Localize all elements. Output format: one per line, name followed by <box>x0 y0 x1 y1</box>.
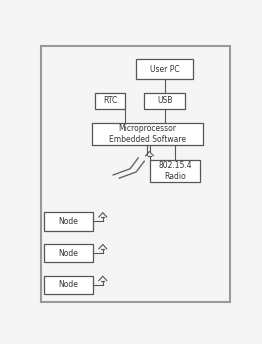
Text: RTC: RTC <box>103 96 117 105</box>
Bar <box>136 59 193 79</box>
Text: Node: Node <box>58 249 78 258</box>
Text: User PC: User PC <box>150 65 179 74</box>
Bar <box>95 93 125 109</box>
Text: USB: USB <box>157 96 172 105</box>
Bar <box>44 276 93 294</box>
Text: 802.15.4
Radio: 802.15.4 Radio <box>158 161 192 181</box>
Text: Node: Node <box>58 217 78 226</box>
Text: Microprocessor
Embedded Software: Microprocessor Embedded Software <box>109 124 186 144</box>
Bar <box>150 160 200 182</box>
Bar <box>44 212 93 231</box>
Text: Node: Node <box>58 280 78 289</box>
Bar <box>92 123 203 145</box>
Bar <box>44 244 93 262</box>
Bar <box>144 93 185 109</box>
